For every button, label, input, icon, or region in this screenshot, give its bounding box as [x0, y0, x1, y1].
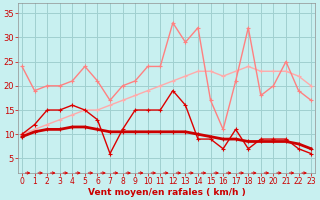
X-axis label: Vent moyen/en rafales ( km/h ): Vent moyen/en rafales ( km/h ) [88, 188, 245, 197]
